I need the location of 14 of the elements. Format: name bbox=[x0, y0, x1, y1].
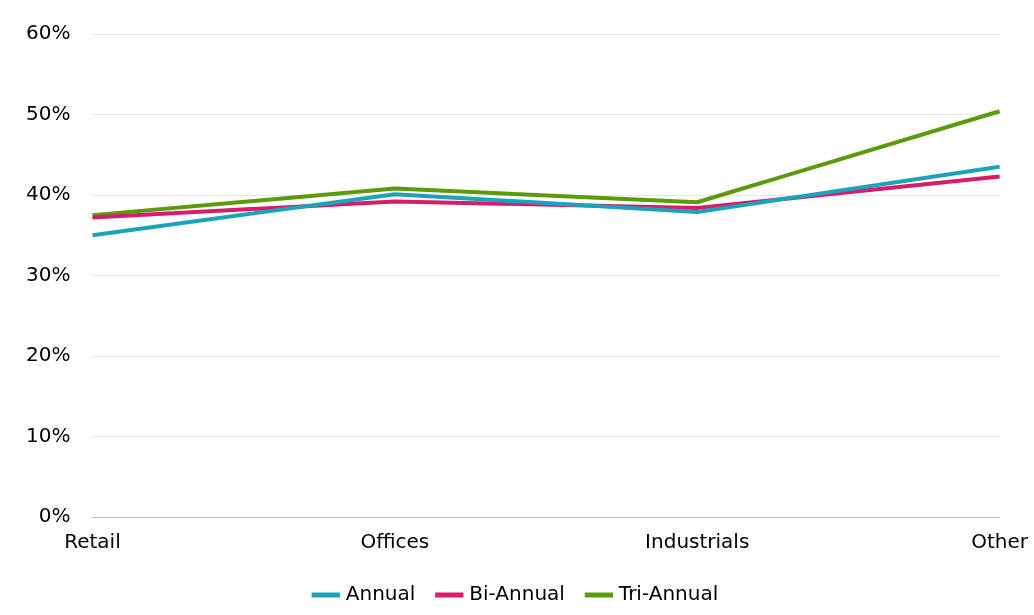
y-tick-label: 40% bbox=[26, 181, 71, 206]
x-tick-label: Offices bbox=[360, 529, 430, 554]
x-tick-label: Industrials bbox=[645, 529, 750, 554]
y-tick-label: 60% bbox=[26, 20, 71, 45]
legend-label: Bi-Annual bbox=[469, 581, 565, 606]
y-tick-label: 50% bbox=[26, 100, 71, 125]
legend-label: Tri-Annual bbox=[617, 581, 719, 606]
x-tick-label: Other bbox=[971, 529, 1029, 554]
y-tick-label: 20% bbox=[26, 342, 71, 367]
x-tick-label: Retail bbox=[64, 529, 121, 554]
legend-label: Annual bbox=[345, 581, 416, 606]
y-tick-label: 10% bbox=[26, 422, 71, 447]
y-tick-label: 0% bbox=[38, 503, 71, 528]
y-tick-label: 30% bbox=[26, 261, 71, 286]
